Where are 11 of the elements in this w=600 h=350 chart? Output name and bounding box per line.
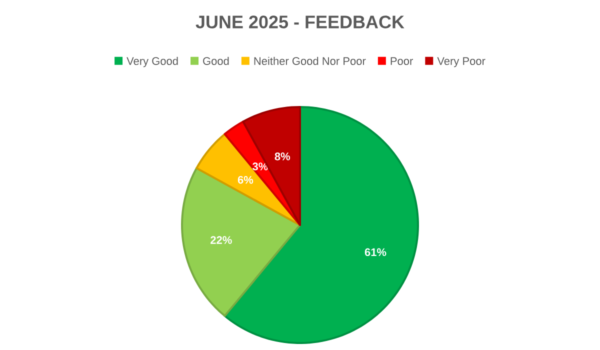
data-label: 61% xyxy=(364,248,386,256)
legend-label: Very Poor xyxy=(437,57,486,68)
data-label: 6% xyxy=(238,176,254,184)
data-label: 3% xyxy=(252,162,268,170)
legend-label: Good xyxy=(203,56,229,65)
chart-title: JUNE 2025 - FEEDBACK xyxy=(196,16,404,28)
data-label: 22% xyxy=(210,236,232,244)
legend-label: Neither Good Nor Poor xyxy=(254,56,366,65)
legend-label: Very Good xyxy=(126,56,178,68)
data-label: 8% xyxy=(274,152,290,160)
legend-label: Poor xyxy=(390,57,413,65)
